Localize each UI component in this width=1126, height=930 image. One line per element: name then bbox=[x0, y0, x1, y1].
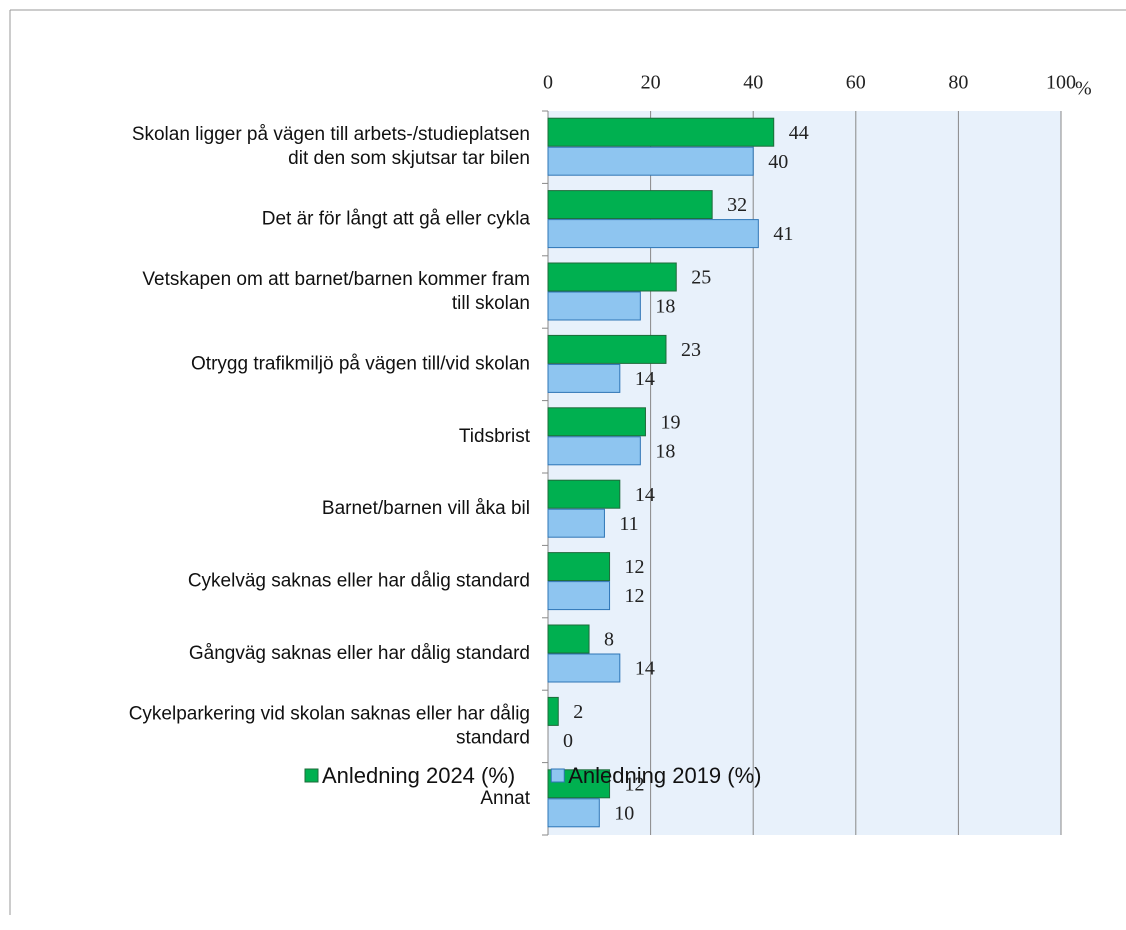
x-tick-label: 100 bbox=[1046, 72, 1076, 94]
bar bbox=[547, 334, 667, 364]
data-label: 14 bbox=[635, 368, 655, 390]
data-label: 8 bbox=[604, 629, 614, 651]
data-label: 44 bbox=[789, 122, 809, 144]
bar bbox=[547, 552, 611, 582]
category-line: Tidsbrist bbox=[459, 426, 531, 447]
bar bbox=[547, 219, 759, 249]
bar bbox=[547, 479, 621, 509]
bar bbox=[547, 581, 611, 611]
category-line: till skolan bbox=[452, 293, 530, 314]
data-label: 19 bbox=[660, 411, 680, 433]
category-line: Cykelväg saknas eller har dålig standard bbox=[188, 571, 530, 592]
category-label: Vetskapen om att barnet/barnen kommer fr… bbox=[142, 269, 530, 314]
x-tick-label: 20 bbox=[641, 72, 661, 94]
category-label: Tidsbrist bbox=[459, 426, 531, 447]
bar bbox=[547, 653, 621, 683]
legend-label: Anledning 2024 (%) bbox=[322, 763, 515, 788]
bar bbox=[547, 262, 677, 292]
x-tick-label: 40 bbox=[743, 72, 763, 94]
category-label: Barnet/barnen vill åka bil bbox=[322, 498, 530, 519]
x-tick-label: 0 bbox=[543, 72, 553, 94]
category-line: dit den som skjutsar tar bilen bbox=[288, 148, 530, 169]
data-label: 10 bbox=[614, 802, 634, 824]
data-label: 0 bbox=[563, 730, 573, 752]
x-tick-label: 80 bbox=[948, 72, 968, 94]
category-line: standard bbox=[456, 727, 530, 748]
bar bbox=[547, 190, 713, 220]
category-label: Annat bbox=[480, 788, 530, 809]
category-label: Cykelparkering vid skolan saknas eller h… bbox=[129, 703, 530, 748]
category-line: Vetskapen om att barnet/barnen kommer fr… bbox=[142, 269, 530, 290]
bar bbox=[547, 363, 621, 393]
category-line: Barnet/barnen vill åka bil bbox=[322, 498, 530, 519]
bar bbox=[547, 117, 775, 147]
category-label: Otrygg trafikmiljö på vägen till/vid sko… bbox=[191, 353, 530, 374]
data-label: 40 bbox=[768, 151, 788, 173]
bar bbox=[547, 407, 646, 437]
category-line: Gångväg saknas eller har dålig standard bbox=[189, 643, 530, 664]
category-line: Cykelparkering vid skolan saknas eller h… bbox=[129, 703, 530, 724]
category-label: Skolan ligger på vägen till arbets-/stud… bbox=[132, 124, 530, 169]
category-line: Otrygg trafikmiljö på vägen till/vid sko… bbox=[191, 353, 530, 374]
data-label: 25 bbox=[691, 267, 711, 289]
data-label: 32 bbox=[727, 194, 747, 216]
data-label: 11 bbox=[619, 513, 638, 535]
category-line: Det är för långt att gå eller cykla bbox=[262, 209, 531, 230]
bar bbox=[547, 798, 600, 828]
legend-label: Anledning 2019 (%) bbox=[568, 763, 761, 788]
category-label: Gångväg saknas eller har dålig standard bbox=[189, 643, 530, 664]
bar bbox=[547, 508, 605, 538]
category-line: Skolan ligger på vägen till arbets-/stud… bbox=[132, 124, 530, 145]
x-tick-label: 60 bbox=[846, 72, 866, 94]
data-label: 12 bbox=[625, 773, 645, 795]
bar bbox=[547, 624, 590, 654]
bar bbox=[547, 291, 641, 321]
bar bbox=[547, 696, 559, 726]
bar bbox=[547, 436, 641, 466]
data-label: 23 bbox=[681, 339, 701, 361]
bar bbox=[547, 146, 754, 176]
axis-unit: % bbox=[1075, 78, 1092, 100]
data-label: 14 bbox=[635, 658, 655, 680]
data-label: 18 bbox=[655, 440, 675, 462]
data-label: 12 bbox=[625, 556, 645, 578]
legend-swatch bbox=[304, 768, 319, 783]
category-label: Cykelväg saknas eller har dålig standard bbox=[188, 571, 530, 592]
data-label: 14 bbox=[635, 484, 655, 506]
data-label: 12 bbox=[625, 585, 645, 607]
legend-swatch bbox=[550, 768, 565, 783]
data-label: 41 bbox=[773, 223, 793, 245]
category-label: Det är för långt att gå eller cykla bbox=[262, 209, 531, 230]
category-line: Annat bbox=[480, 788, 530, 809]
data-label: 2 bbox=[573, 701, 583, 723]
data-label: 18 bbox=[655, 296, 675, 318]
bar bbox=[547, 769, 611, 799]
